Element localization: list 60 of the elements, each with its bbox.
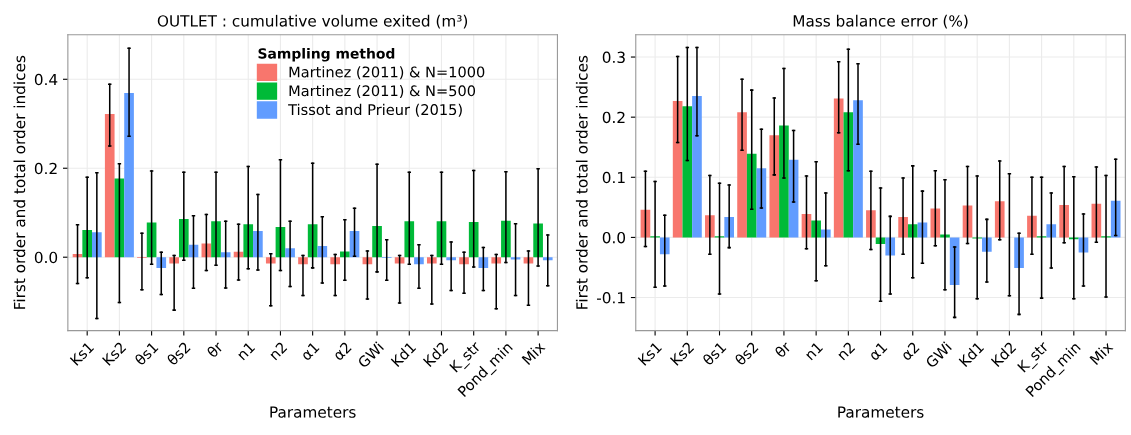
bar	[746, 153, 757, 238]
bar	[853, 100, 863, 238]
x-tick-label: Ks2	[101, 341, 127, 366]
x-tick-label: θs2	[733, 341, 759, 366]
x-tick-label: α1	[868, 341, 888, 362]
legend-label: Martinez (2011) & N=500	[289, 85, 476, 98]
bar	[994, 201, 1005, 238]
y-tick-label: 0.3	[602, 51, 625, 64]
legend-title: Sampling method	[258, 47, 395, 62]
x-tick-label: Kd1	[390, 341, 417, 368]
x-tick-label: θs1	[701, 341, 727, 366]
y-tick-label: 0.4	[34, 73, 58, 86]
bar	[788, 159, 799, 238]
x-tick-label: Ks1	[69, 341, 95, 366]
y-axis-title: First order and total order indices	[13, 55, 26, 309]
y-tick-label: 0.0	[34, 251, 58, 264]
bar	[317, 246, 328, 258]
x-tick-label: α1	[300, 341, 320, 362]
x-tick-label: n2	[268, 341, 288, 361]
x-tick-label: Ks2	[669, 341, 695, 366]
bar	[156, 257, 167, 268]
x-tick-label: n1	[236, 341, 256, 361]
bar	[682, 106, 693, 238]
bar	[737, 112, 747, 238]
chart-title: Mass balance error (%)	[793, 14, 968, 29]
bar	[104, 113, 115, 258]
x-tick-label: Mix	[1089, 340, 1114, 366]
bar	[692, 96, 702, 238]
bar	[756, 168, 767, 238]
x-tick-label: Ks1	[637, 341, 663, 366]
x-tick-label: θs1	[133, 341, 159, 366]
y-tick-label: -0.1	[596, 292, 625, 304]
x-tick-label: Mix	[521, 340, 546, 366]
legend-label: Martinez (2011) & N=1000	[289, 66, 485, 80]
y-tick-label: 0.1	[602, 171, 625, 184]
bar	[779, 125, 789, 238]
y-axis-title: First order and total order indices	[575, 55, 588, 309]
bar	[404, 221, 415, 258]
x-tick-label: Kd1	[958, 341, 985, 368]
y-tick-label: 0.2	[602, 111, 625, 124]
y-tick-label: 0.2	[34, 162, 57, 175]
bar	[833, 98, 844, 238]
x-axis-title: Parameters	[838, 406, 924, 418]
x-tick-label: n2	[836, 341, 856, 361]
x-tick-label: θr	[205, 340, 224, 359]
y-tick-label: 0.0	[602, 231, 626, 244]
chart-title: OUTLET : cumulative volume exited (m³)	[157, 14, 468, 29]
x-tick-label: α2	[900, 341, 920, 362]
bar	[124, 93, 134, 258]
x-tick-label: θr	[773, 340, 792, 359]
legend-label: Tissot and Prieur (2015)	[288, 103, 462, 117]
bar	[672, 100, 683, 238]
x-axis-title: Parameters	[270, 406, 356, 418]
bar	[1046, 224, 1057, 238]
bar	[843, 112, 854, 238]
x-tick-label: θs2	[166, 341, 191, 366]
bar	[769, 135, 780, 238]
bar	[930, 208, 941, 238]
x-tick-label: α2	[332, 341, 352, 362]
x-tick-label: n1	[804, 341, 824, 361]
